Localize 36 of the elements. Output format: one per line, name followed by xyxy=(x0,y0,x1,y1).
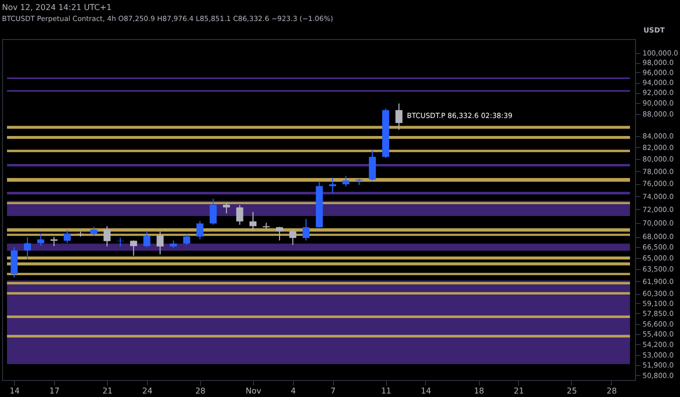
candlestick xyxy=(104,226,111,247)
candlestick xyxy=(289,229,296,246)
x-tick-label: Nov xyxy=(246,386,262,396)
candlestick xyxy=(24,236,31,260)
chart-title: Nov 12, 2024 14:21 UTC+1 xyxy=(2,3,112,12)
candlestick xyxy=(183,234,190,246)
x-tick-label: 11 xyxy=(381,386,392,396)
candlestick xyxy=(302,218,310,241)
candlestick xyxy=(156,231,164,255)
x-tick-label: 24 xyxy=(142,386,152,396)
x-tick-label: 14 xyxy=(420,386,432,396)
x-tick-label: 21 xyxy=(102,386,113,396)
candlestick xyxy=(10,246,18,278)
candlestick xyxy=(210,198,217,226)
candlestick xyxy=(368,150,376,182)
candlestick xyxy=(276,226,284,241)
x-tick-label: 7 xyxy=(330,386,336,396)
x-tick-label: 18 xyxy=(474,386,484,396)
candlestick xyxy=(222,202,230,214)
candlestick xyxy=(342,175,350,187)
candlestick xyxy=(130,240,138,256)
candlestick xyxy=(196,220,204,240)
candlestick xyxy=(236,204,244,226)
candlestick xyxy=(249,212,256,232)
candlestick xyxy=(395,102,402,130)
x-tick-label: 21 xyxy=(514,386,524,396)
candlestick xyxy=(143,230,150,248)
x-tick-label: 4 xyxy=(290,386,296,396)
x-tick-label: 28 xyxy=(606,386,617,396)
candlestick xyxy=(37,233,44,246)
x-tick-label: 25 xyxy=(566,386,577,396)
candlestick xyxy=(64,229,71,244)
x-tick-label: 17 xyxy=(49,386,60,396)
candlestick xyxy=(50,236,58,247)
x-tick-label: 14 xyxy=(10,386,20,396)
x-tick-label: 28 xyxy=(195,386,206,396)
